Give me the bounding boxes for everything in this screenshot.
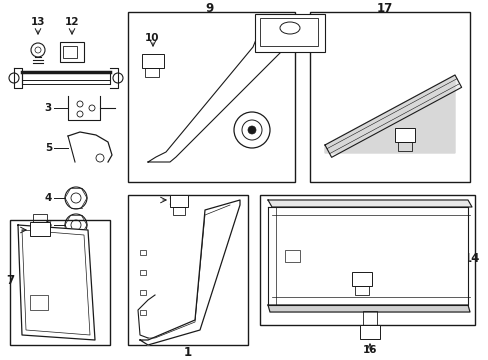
Text: 14: 14: [463, 252, 479, 265]
Polygon shape: [148, 27, 305, 162]
Polygon shape: [267, 207, 467, 305]
Polygon shape: [325, 75, 461, 157]
Text: 9: 9: [205, 1, 214, 14]
Text: 10: 10: [144, 33, 159, 43]
Bar: [354, 286, 368, 295]
Ellipse shape: [280, 22, 299, 34]
Text: 8: 8: [20, 225, 28, 235]
Polygon shape: [18, 225, 95, 340]
Bar: [285, 250, 299, 262]
Bar: [394, 128, 414, 142]
Circle shape: [234, 112, 269, 148]
Bar: [362, 311, 376, 325]
Bar: [30, 295, 48, 310]
Text: 6: 6: [45, 220, 52, 230]
Bar: [173, 207, 184, 215]
Text: 2: 2: [167, 197, 175, 207]
Bar: [397, 142, 411, 151]
Text: 18: 18: [425, 135, 439, 145]
Text: 1: 1: [183, 346, 192, 359]
Text: 16: 16: [362, 345, 376, 355]
Polygon shape: [267, 305, 469, 312]
Text: 3: 3: [45, 103, 52, 113]
Bar: [267, 207, 275, 305]
Polygon shape: [325, 75, 454, 153]
Bar: [128, 195, 247, 345]
Polygon shape: [267, 200, 471, 207]
Text: 15: 15: [373, 275, 387, 285]
Bar: [10, 220, 110, 345]
Bar: [142, 54, 163, 68]
Text: 13: 13: [31, 17, 45, 27]
Bar: [254, 14, 325, 52]
Circle shape: [247, 126, 256, 134]
Bar: [309, 12, 469, 182]
Bar: [260, 195, 474, 325]
Bar: [33, 214, 47, 222]
Bar: [140, 310, 146, 315]
Bar: [140, 250, 146, 255]
Bar: [140, 270, 146, 275]
Bar: [170, 195, 187, 207]
Bar: [30, 222, 50, 236]
Bar: [140, 290, 146, 295]
Polygon shape: [140, 200, 240, 345]
Bar: [60, 42, 84, 62]
Bar: [145, 68, 159, 77]
Bar: [63, 46, 77, 58]
Text: 17: 17: [376, 1, 392, 14]
Bar: [351, 272, 371, 286]
Text: 11: 11: [253, 125, 267, 135]
Bar: [128, 12, 294, 182]
Text: 4: 4: [44, 193, 52, 203]
Text: 7: 7: [6, 274, 14, 287]
Bar: [359, 325, 379, 339]
Text: 5: 5: [45, 143, 52, 153]
Text: 12: 12: [64, 17, 79, 27]
Bar: [260, 18, 317, 46]
